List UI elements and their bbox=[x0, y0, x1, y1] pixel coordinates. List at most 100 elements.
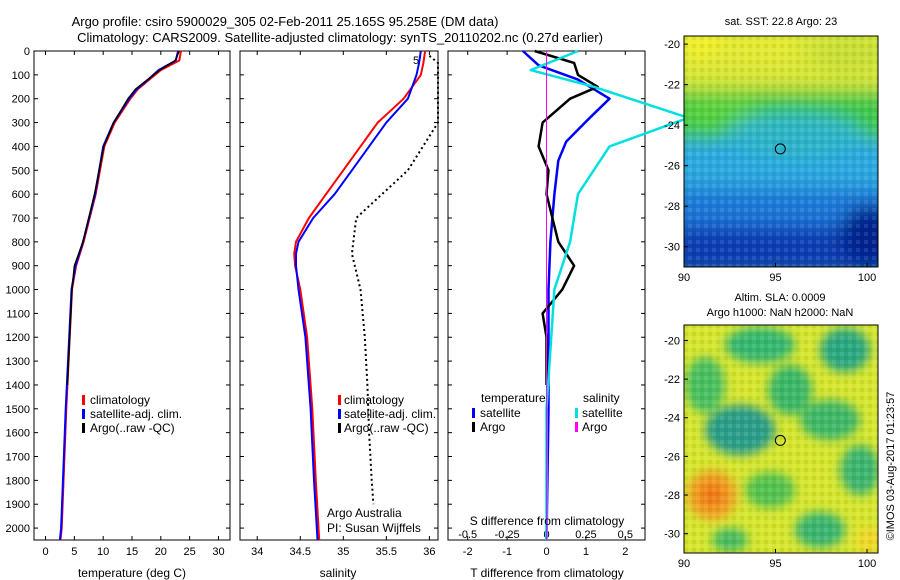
x-tick-label: 34 bbox=[251, 546, 263, 558]
depth-tick-label: 1100 bbox=[6, 308, 30, 320]
x-tick-label: 2 bbox=[622, 546, 628, 558]
legend-swatch-satellite bbox=[82, 409, 85, 419]
depth-tick-label: 400 bbox=[12, 141, 30, 153]
x-tick-label: 30 bbox=[212, 546, 224, 558]
x-tick-label: 0 bbox=[42, 546, 48, 558]
figure-title-line1: Argo profile: csiro 5900029_305 02-Feb-2… bbox=[72, 14, 499, 29]
salinity-panel: 34 34.5 35 35.5 36 salinity 5 Argo Australia… bbox=[239, 50, 439, 580]
x-tick-label: 35.5 bbox=[376, 546, 397, 558]
temperature-axes-frame bbox=[33, 50, 231, 541]
x-tick-label: 10 bbox=[97, 546, 109, 558]
series-line-climatology bbox=[293, 50, 427, 541]
map-x-tick-label: 100 bbox=[858, 558, 876, 570]
depth-tick-label: 0 bbox=[24, 46, 30, 58]
legend-label-argo: Argo(..raw -QC) bbox=[90, 421, 175, 435]
legend-header-temperature: temperature bbox=[481, 391, 546, 405]
depth-tick-label: 2000 bbox=[6, 523, 30, 535]
map-x-tick-label: 95 bbox=[769, 558, 781, 570]
difference-series-group bbox=[522, 49, 690, 541]
x-tick-label: 25 bbox=[184, 546, 196, 558]
temperature-series-group bbox=[58, 50, 182, 541]
depth-tick-label: 1200 bbox=[6, 332, 30, 344]
map-y-tick-label: -20 bbox=[664, 335, 680, 347]
legend-swatch-argo bbox=[338, 423, 341, 433]
series-line-argo-raw-qc- bbox=[66, 50, 180, 386]
salinity-annotation-argo-australia: Argo Australia bbox=[327, 506, 402, 520]
series-line-satellite bbox=[529, 49, 690, 540]
sla-heatmap bbox=[684, 325, 878, 553]
sla-map-tick-group: 90 95 100 -20 -22 -24 -26 -28 -30 bbox=[664, 335, 876, 570]
depth-tick-label: 200 bbox=[12, 94, 30, 106]
map-y-tick-label: -24 bbox=[664, 120, 680, 132]
series-line-satellite-adj-clim- bbox=[295, 50, 422, 541]
sst-argo-location-marker bbox=[774, 143, 786, 155]
x-tick-top-label: -0.5 bbox=[458, 529, 477, 541]
map-y-tick-label: -26 bbox=[664, 161, 680, 173]
sla-map-title-line2: Argo h1000: NaN h2000: NaN bbox=[707, 307, 854, 319]
sla-map-title-line1: Altim. SLA: 0.0009 bbox=[734, 292, 825, 304]
map-x-tick-label: 90 bbox=[678, 558, 690, 570]
map-y-tick-label: -20 bbox=[664, 39, 680, 51]
depth-tick-label: 900 bbox=[12, 261, 30, 273]
legend-label-t-satellite: satellite bbox=[480, 406, 521, 420]
salinity-xlabel: salinity bbox=[320, 566, 357, 580]
map-y-tick-label: -22 bbox=[664, 374, 680, 386]
x-tick-label: 36 bbox=[423, 546, 435, 558]
difference-xlabel: T difference from climatology bbox=[470, 566, 624, 580]
depth-tick-label: 1400 bbox=[6, 380, 30, 392]
depth-tick-label: 1300 bbox=[6, 356, 30, 368]
map-x-tick-label: 90 bbox=[678, 272, 690, 284]
depth-tick-label: 500 bbox=[12, 165, 30, 177]
x-tick-label: 0 bbox=[543, 546, 549, 558]
x-tick-label: 34.5 bbox=[290, 546, 311, 558]
depth-tick-label: 1700 bbox=[6, 452, 30, 464]
legend-swatch-s-argo bbox=[575, 422, 578, 432]
x-tick-label: 15 bbox=[126, 546, 138, 558]
map-y-tick-label: -26 bbox=[664, 451, 680, 463]
map-y-tick-label: -30 bbox=[664, 529, 680, 541]
temperature-legend: climatology satellite-adj. clim. Argo(..… bbox=[82, 393, 182, 435]
map-y-tick-label: -30 bbox=[664, 242, 680, 254]
sla-map-panel: Altim. SLA: 0.0009 Argo h1000: NaN h2000… bbox=[664, 292, 879, 570]
temperature-panel: 0100200300400500600700800900100011001200… bbox=[6, 46, 231, 580]
legend-swatch-s-satellite bbox=[575, 408, 578, 418]
depth-tick-label: 800 bbox=[12, 237, 30, 249]
temperature-tick-group: 0100200300400500600700800900100011001200… bbox=[6, 46, 230, 558]
x-tick-top-label: 0.5 bbox=[618, 529, 633, 541]
x-tick-top-label: -0.25 bbox=[495, 529, 520, 541]
x-tick-label: -2 bbox=[463, 546, 473, 558]
legend-label-climatology: climatology bbox=[90, 393, 150, 407]
sst-map-tick-group: 90 95 100 -20 -22 -24 -26 -28 -30 bbox=[664, 39, 876, 284]
x-tick-label: -1 bbox=[502, 546, 512, 558]
depth-tick-label: 300 bbox=[12, 118, 30, 130]
depth-tick-label: 600 bbox=[12, 189, 30, 201]
sla-argo-location-marker bbox=[774, 434, 786, 446]
legend-swatch-t-argo bbox=[472, 422, 475, 432]
x-tick-top-label: 0.25 bbox=[575, 529, 596, 541]
sst-map-frame bbox=[683, 35, 879, 268]
legend-swatch-satellite bbox=[338, 409, 341, 419]
depth-tick-label: 1000 bbox=[6, 285, 30, 297]
legend-swatch-argo bbox=[82, 423, 85, 433]
map-y-tick-label: -28 bbox=[664, 490, 680, 502]
difference-xlabel-top: S difference from climatology bbox=[470, 514, 625, 528]
sst-heatmap bbox=[684, 36, 878, 267]
x-tick-label: 20 bbox=[155, 546, 167, 558]
legend-swatch-climatology bbox=[82, 395, 85, 405]
legend-label-climatology: climatology bbox=[344, 393, 404, 407]
imos-credit: ©IMOS 03-Aug-2017 01:23:57 bbox=[885, 392, 897, 541]
map-y-tick-label: -24 bbox=[664, 413, 680, 425]
depth-tick-label: 1500 bbox=[6, 404, 30, 416]
legend-swatch-climatology bbox=[338, 395, 341, 405]
map-y-tick-label: -28 bbox=[664, 201, 680, 213]
sst-map-panel: sat. SST: 22.8 Argo: 23 90 95 100 -20 -22 -24… bbox=[664, 16, 879, 284]
series-line-satellite bbox=[522, 50, 611, 541]
salinity-axes-frame bbox=[239, 50, 439, 541]
sst-map-title: sat. SST: 22.8 Argo: 23 bbox=[725, 16, 838, 28]
x-tick-label: 5 bbox=[71, 546, 77, 558]
difference-legend: temperature salinity satellite Argo sate… bbox=[472, 391, 623, 434]
figure-title-line2: Climatology: CARS2009. Satellite-adjuste… bbox=[77, 30, 603, 45]
map-y-tick-label: -22 bbox=[664, 80, 680, 92]
legend-label-argo: Argo(..raw -QC) bbox=[344, 421, 429, 435]
